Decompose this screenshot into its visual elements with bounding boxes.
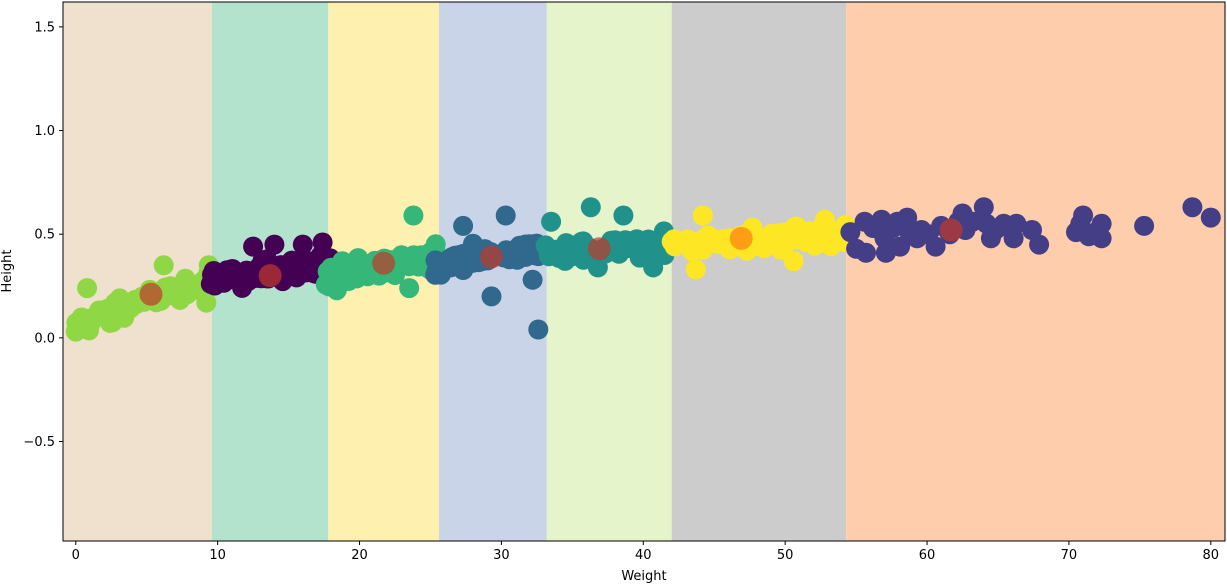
cluster-6-point — [806, 229, 827, 250]
y-tick-label: −0.5 — [23, 435, 55, 450]
cluster-6-point — [692, 205, 713, 226]
cluster-6-point — [694, 228, 715, 249]
cluster-6-point — [814, 209, 835, 230]
cluster-5-point — [580, 197, 601, 218]
y-tick-label: 1.5 — [34, 20, 55, 35]
cluster-5-point — [541, 211, 562, 232]
cluster-5-point — [564, 241, 585, 262]
cluster-7-point — [1029, 234, 1050, 255]
cluster-7-point — [925, 236, 946, 257]
x-tick-label: 10 — [209, 548, 226, 563]
cluster-1-point — [157, 285, 178, 306]
cluster-7-point — [1200, 207, 1221, 228]
cluster-5-point — [608, 232, 629, 253]
cluster-7-point — [856, 242, 876, 263]
x-tick-label: 0 — [72, 548, 80, 563]
cluster-6-point — [676, 232, 696, 252]
x-tick-label: 70 — [1061, 548, 1078, 563]
cluster-6-point — [773, 222, 794, 243]
y-axis-label: Height — [0, 250, 15, 293]
cluster-5-point — [643, 257, 664, 278]
cluster-3-point — [348, 252, 369, 273]
centroid-1 — [139, 282, 163, 306]
cluster-7-point — [840, 222, 861, 243]
cluster-4-point — [495, 205, 516, 226]
cluster-7-point — [1182, 197, 1203, 218]
x-tick-label: 20 — [351, 548, 368, 563]
cluster-7-point — [1091, 228, 1112, 249]
x-tick-label: 30 — [493, 548, 510, 563]
cluster-7-point — [1091, 213, 1112, 234]
y-tick-label: 1.0 — [34, 124, 55, 139]
cluster-4-point — [453, 260, 474, 280]
y-tick-label: 0.0 — [34, 331, 55, 346]
cluster-7-point — [1073, 205, 1094, 226]
cluster-7-point — [897, 207, 918, 228]
cluster-2-point — [281, 251, 302, 272]
centroid-5 — [587, 237, 611, 261]
cluster-4-point — [528, 319, 549, 340]
x-axis-label: Weight — [621, 569, 666, 583]
cluster-1-point — [92, 302, 113, 323]
cluster-2-point — [264, 234, 285, 255]
cluster-2-point — [243, 236, 264, 257]
cluster-1-point — [112, 305, 133, 326]
cluster-5-point — [636, 235, 657, 256]
cluster-1-point — [196, 292, 217, 313]
y-tick-label: 0.5 — [34, 228, 55, 243]
cluster-2-point — [213, 271, 234, 291]
cluster-3-point — [399, 278, 420, 299]
centroid-3 — [372, 251, 396, 275]
centroid-4 — [479, 245, 503, 269]
cluster-5-point — [587, 257, 608, 278]
cluster-4-point — [522, 269, 543, 290]
plot-frame — [62, 1, 1226, 542]
cluster-1-point — [176, 275, 196, 296]
cluster-4-point — [453, 215, 474, 236]
x-tick-label: 60 — [919, 548, 936, 563]
cluster-2-point — [312, 232, 333, 253]
cluster-1-point — [77, 278, 98, 299]
cluster-3-point — [408, 256, 429, 277]
centroid-6 — [729, 226, 753, 250]
cluster-7-point — [973, 197, 994, 218]
cluster-7-point — [1134, 215, 1155, 236]
x-tick-label: 40 — [635, 548, 652, 563]
cluster-6-point — [662, 232, 683, 253]
centroid-7 — [939, 218, 963, 242]
region-band-7 — [846, 2, 1225, 541]
centroid-2 — [258, 264, 282, 288]
cluster-3-point — [326, 280, 347, 301]
x-tick-label: 80 — [1203, 548, 1220, 563]
cluster-5-point — [613, 205, 634, 226]
cluster-7-point — [1006, 213, 1027, 234]
cluster-2-point — [241, 261, 262, 282]
cluster-4-point — [433, 256, 454, 277]
cluster-5-point — [545, 239, 566, 260]
cluster-6-point — [752, 237, 772, 257]
cluster-6-point — [783, 251, 804, 272]
cluster-4-point — [481, 286, 502, 307]
cluster-1-point — [153, 255, 174, 276]
cluster-3-point — [403, 205, 424, 226]
cluster-1-point — [75, 309, 96, 330]
cluster-6-point — [685, 259, 706, 280]
cluster-2-point — [292, 234, 313, 255]
x-tick-label: 50 — [777, 548, 794, 563]
